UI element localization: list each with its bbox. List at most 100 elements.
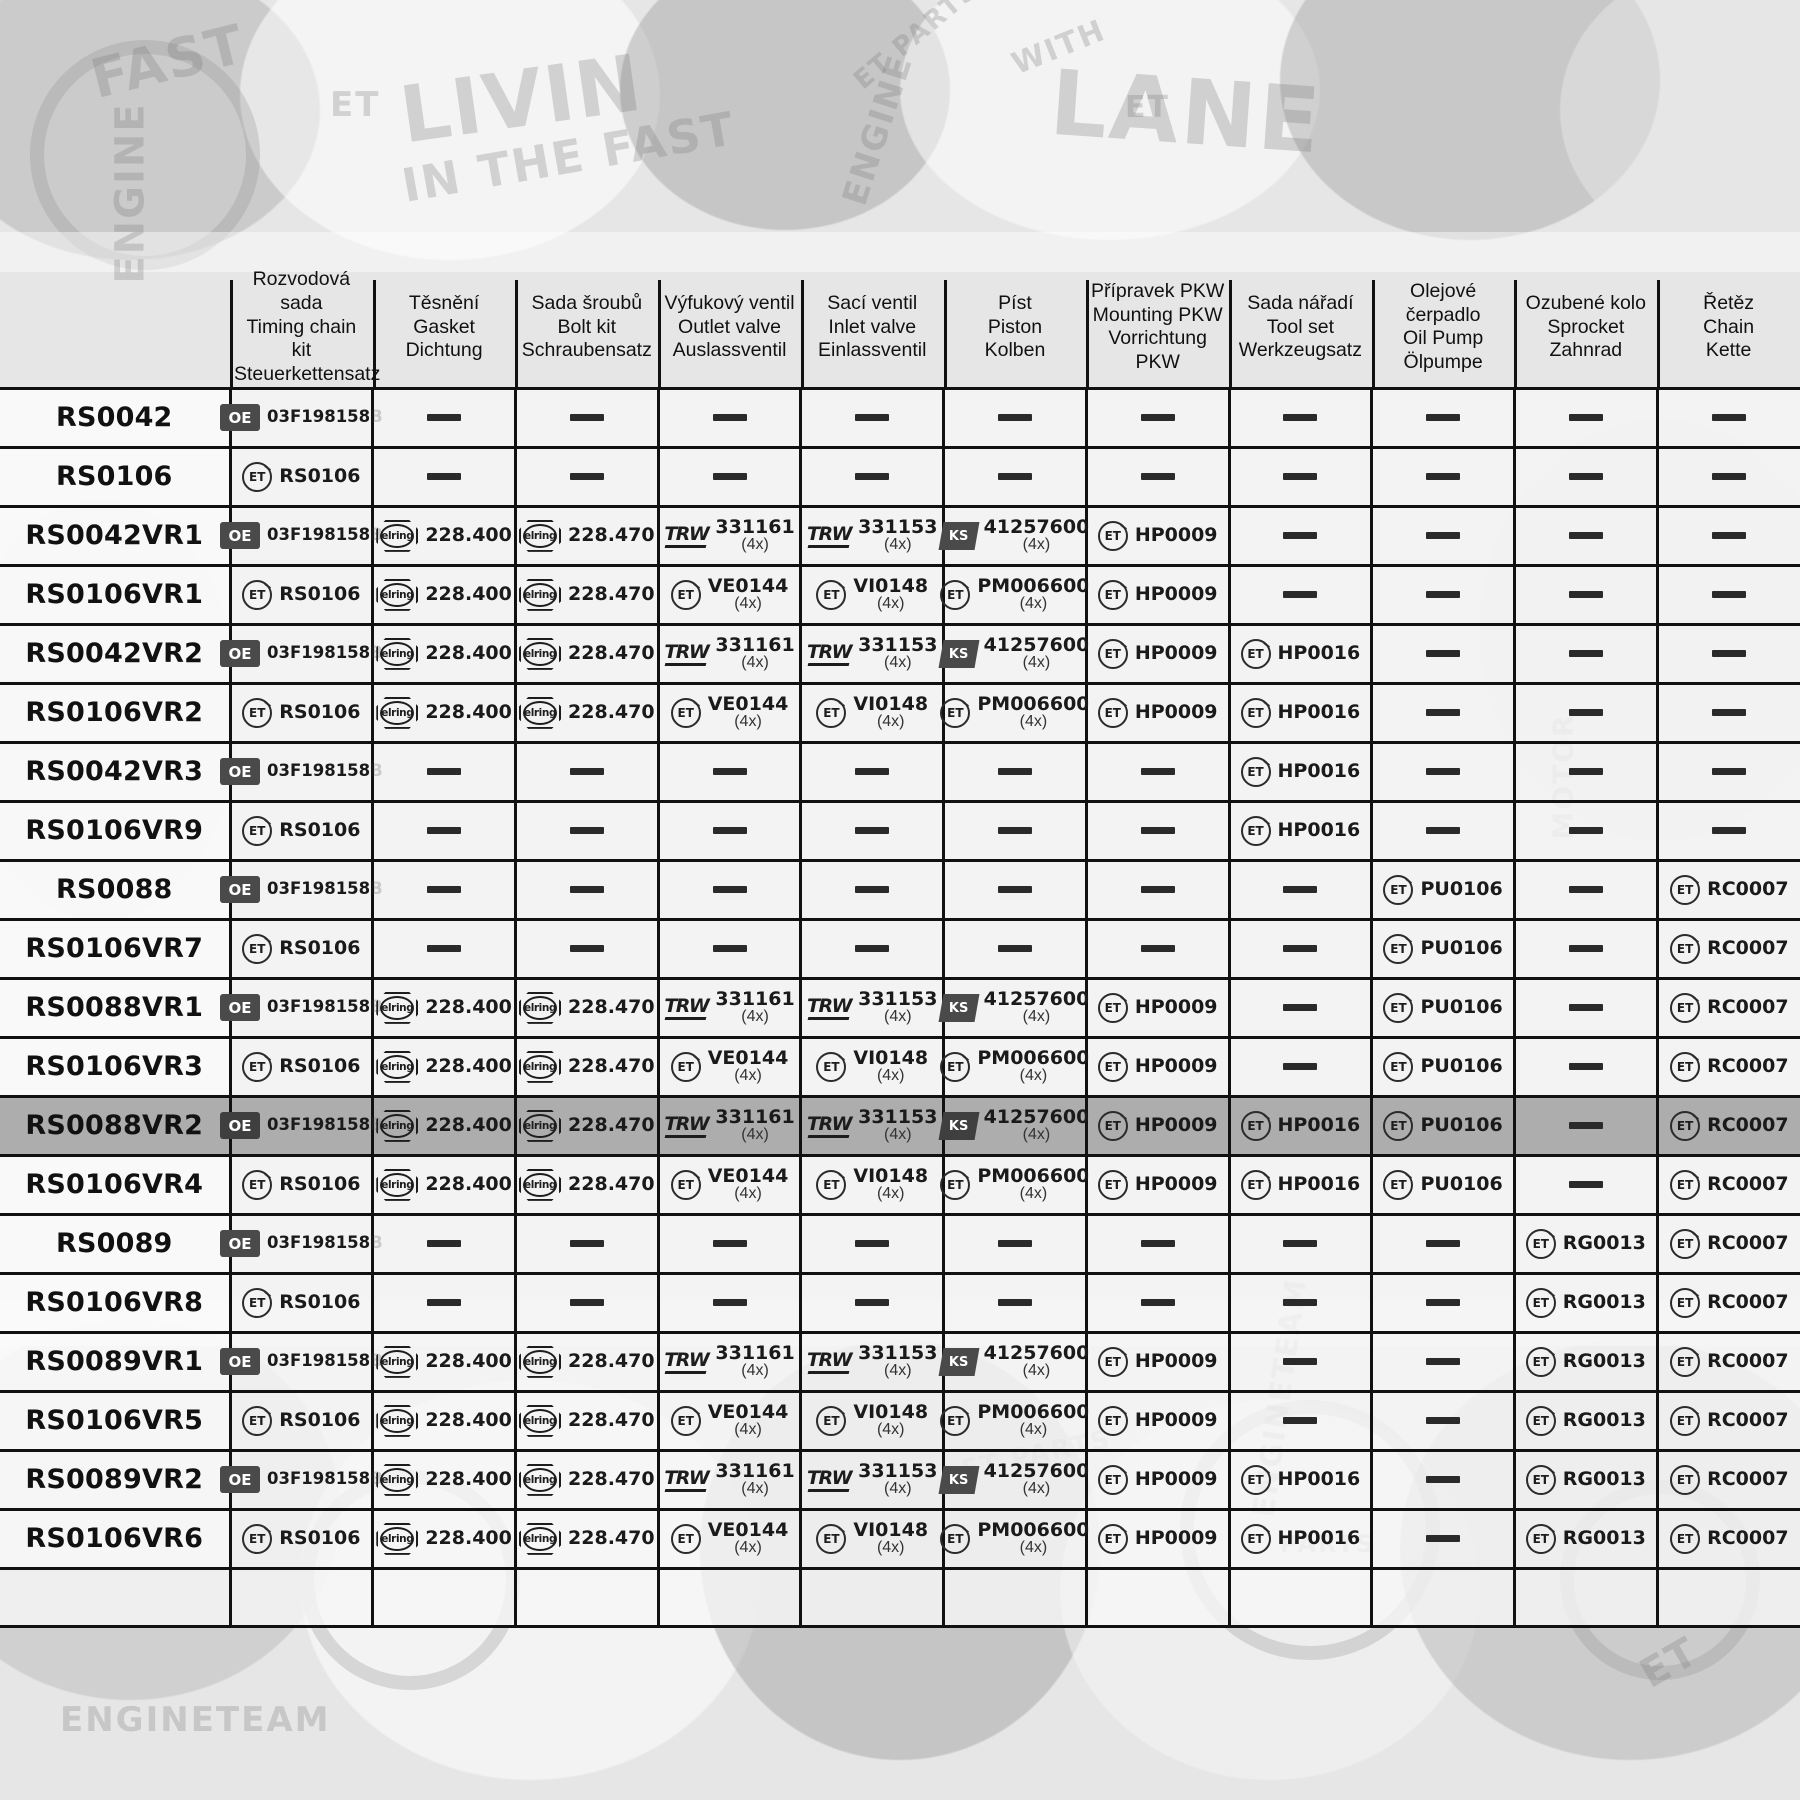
cell-inlet-valve[interactable] — [799, 860, 944, 921]
cell-mounting-pkw[interactable]: ET HP0009 — [1084, 1332, 1230, 1393]
product-code-cell[interactable]: RS0042VR2 — [0, 624, 230, 685]
table-row[interactable]: RS0106VR4 ET RS0106 elring 228.400 elring 228.… — [0, 1155, 1800, 1216]
cell-bolt-kit[interactable] — [513, 919, 659, 980]
cell-bolt-kit[interactable] — [513, 742, 659, 803]
cell-bolt-kit[interactable]: elring 228.470 — [513, 978, 659, 1039]
cell-sprocket[interactable] — [1512, 1155, 1658, 1216]
cell-tool-set[interactable]: ET HP0016 — [1227, 1096, 1372, 1157]
cell-piston[interactable]: KS 41257600 (4x) — [938, 1450, 1089, 1511]
cell-outlet-valve[interactable]: ET VE0144 (4x) — [656, 1037, 801, 1098]
cell-piston[interactable] — [942, 919, 1087, 980]
cell-oil-pump[interactable]: ET PU0106 — [1370, 860, 1515, 921]
cell-outlet-valve[interactable]: TRW 331161 (4x) — [656, 1450, 801, 1511]
product-code-cell[interactable]: RS0106VR6 — [0, 1509, 230, 1570]
table-row[interactable]: RS0089VR1 OE 03F198158B elring 228.400 elring… — [0, 1332, 1800, 1393]
cell-piston[interactable]: ET PM006600 (4x) — [940, 1037, 1090, 1098]
cell-sprocket[interactable]: ET RG0013 — [1512, 1509, 1658, 1570]
cell-oil-pump[interactable] — [1370, 1450, 1515, 1511]
cell-oil-pump[interactable] — [1370, 388, 1515, 449]
cell-tool-set[interactable] — [1227, 447, 1372, 508]
cell-inlet-valve[interactable]: TRW 331153 (4x) — [799, 624, 944, 685]
cell-piston[interactable]: ET PM006600 (4x) — [940, 1509, 1090, 1570]
cell-timing-chain-kit[interactable]: OE 03F198158B — [220, 742, 383, 803]
cell-outlet-valve[interactable] — [656, 447, 801, 508]
cell-bolt-kit[interactable] — [513, 447, 659, 508]
cell-tool-set[interactable] — [1227, 919, 1372, 980]
cell-sprocket[interactable] — [1512, 506, 1658, 567]
table-row[interactable]: RS0042VR3 OE 03F198158B ET HP0016 — [0, 742, 1800, 803]
cell-piston[interactable] — [942, 801, 1087, 862]
cell-bolt-kit[interactable]: elring 228.470 — [513, 1155, 659, 1216]
cell-bolt-kit[interactable] — [513, 801, 659, 862]
cell-bolt-kit[interactable] — [513, 1214, 659, 1275]
cell-oil-pump[interactable]: ET PU0106 — [1370, 1037, 1515, 1098]
cell-gasket[interactable] — [371, 1214, 516, 1275]
cell-chain[interactable]: ET RC0007 — [1655, 1037, 1800, 1098]
cell-chain[interactable]: ET RC0007 — [1655, 1391, 1800, 1452]
cell-sprocket[interactable] — [1512, 742, 1658, 803]
cell-gasket[interactable]: elring 228.400 — [371, 1155, 516, 1216]
cell-sprocket[interactable] — [1512, 447, 1658, 508]
table-row[interactable]: RS0088 OE 03F198158B ET PU0106 ET RC0007 — [0, 860, 1800, 921]
cell-bolt-kit[interactable]: elring 228.470 — [513, 1037, 659, 1098]
cell-sprocket[interactable]: ET RG0013 — [1512, 1273, 1658, 1334]
cell-outlet-valve[interactable] — [656, 919, 801, 980]
cell-inlet-valve[interactable]: ET VI0148 (4x) — [799, 565, 944, 626]
cell-bolt-kit[interactable]: elring 228.470 — [513, 565, 659, 626]
cell-oil-pump[interactable] — [1370, 801, 1515, 862]
cell-outlet-valve[interactable]: TRW 331161 (4x) — [656, 1096, 801, 1157]
table-row[interactable]: RS0106VR8 ET RS0106 ET RG0013 ET RC0007 — [0, 1273, 1800, 1334]
cell-piston[interactable] — [942, 1214, 1087, 1275]
cell-gasket[interactable]: elring 228.400 — [371, 1096, 516, 1157]
cell-tool-set[interactable]: ET HP0016 — [1227, 683, 1372, 744]
cell-timing-chain-kit[interactable]: ET RS0106 — [228, 1155, 373, 1216]
cell-chain[interactable]: ET RC0007 — [1655, 1332, 1800, 1393]
cell-chain[interactable]: ET RC0007 — [1655, 1155, 1800, 1216]
cell-chain[interactable]: ET RC0007 — [1655, 860, 1800, 921]
cell-piston[interactable]: ET PM006600 (4x) — [940, 683, 1090, 744]
cell-timing-chain-kit[interactable]: ET RS0106 — [228, 919, 373, 980]
cell-mounting-pkw[interactable] — [1084, 388, 1230, 449]
cell-tool-set[interactable] — [1227, 978, 1372, 1039]
cell-timing-chain-kit[interactable]: ET RS0106 — [228, 1391, 373, 1452]
cell-piston[interactable]: ET PM006600 (4x) — [940, 1155, 1090, 1216]
cell-timing-chain-kit[interactable]: ET RS0106 — [228, 565, 373, 626]
cell-mounting-pkw[interactable]: ET HP0009 — [1084, 1096, 1230, 1157]
cell-bolt-kit[interactable] — [513, 1273, 659, 1334]
cell-inlet-valve[interactable] — [799, 919, 944, 980]
cell-sprocket[interactable] — [1512, 860, 1658, 921]
cell-inlet-valve[interactable] — [799, 1273, 944, 1334]
cell-sprocket[interactable] — [1512, 565, 1658, 626]
cell-piston[interactable]: ET PM006600 (4x) — [940, 1391, 1090, 1452]
cell-timing-chain-kit[interactable]: ET RS0106 — [228, 1509, 373, 1570]
cell-outlet-valve[interactable] — [656, 801, 801, 862]
cell-inlet-valve[interactable]: TRW 331153 (4x) — [799, 1096, 944, 1157]
cell-inlet-valve[interactable]: ET VI0148 (4x) — [799, 1391, 944, 1452]
cell-chain[interactable]: ET RC0007 — [1655, 1509, 1800, 1570]
cell-piston[interactable] — [942, 447, 1087, 508]
cell-inlet-valve[interactable]: ET VI0148 (4x) — [799, 1037, 944, 1098]
product-code-cell[interactable]: RS0089VR1 — [0, 1332, 230, 1393]
product-code-cell[interactable]: RS0106VR5 — [0, 1391, 230, 1452]
cell-mounting-pkw[interactable]: ET HP0009 — [1084, 683, 1230, 744]
cell-mounting-pkw[interactable] — [1084, 1214, 1230, 1275]
cell-inlet-valve[interactable]: TRW 331153 (4x) — [799, 506, 944, 567]
product-code-cell[interactable]: RS0106VR9 — [0, 801, 230, 862]
table-row[interactable]: RS0106VR5 ET RS0106 elring 228.400 elring 228.… — [0, 1391, 1800, 1452]
cell-oil-pump[interactable] — [1370, 683, 1515, 744]
table-row[interactable]: RS0089 OE 03F198158B ET RG0013 ET RC0007 — [0, 1214, 1800, 1275]
cell-gasket[interactable]: elring 228.400 — [371, 1391, 516, 1452]
cell-sprocket[interactable] — [1512, 624, 1658, 685]
cell-tool-set[interactable]: ET HP0016 — [1227, 1155, 1372, 1216]
product-code-cell[interactable]: RS0042VR3 — [0, 742, 230, 803]
product-code-cell[interactable]: RS0106VR8 — [0, 1273, 230, 1334]
cell-tool-set[interactable]: ET HP0016 — [1227, 801, 1372, 862]
cell-outlet-valve[interactable] — [656, 860, 801, 921]
cell-chain[interactable]: ET RC0007 — [1655, 1450, 1800, 1511]
product-code-cell[interactable]: RS0089VR2 — [0, 1450, 230, 1511]
cell-tool-set[interactable]: ET HP0016 — [1227, 1450, 1372, 1511]
cell-sprocket[interactable] — [1512, 683, 1658, 744]
cell-outlet-valve[interactable]: TRW 331161 (4x) — [656, 624, 801, 685]
cell-tool-set[interactable] — [1227, 1214, 1372, 1275]
cell-chain[interactable] — [1655, 801, 1800, 862]
